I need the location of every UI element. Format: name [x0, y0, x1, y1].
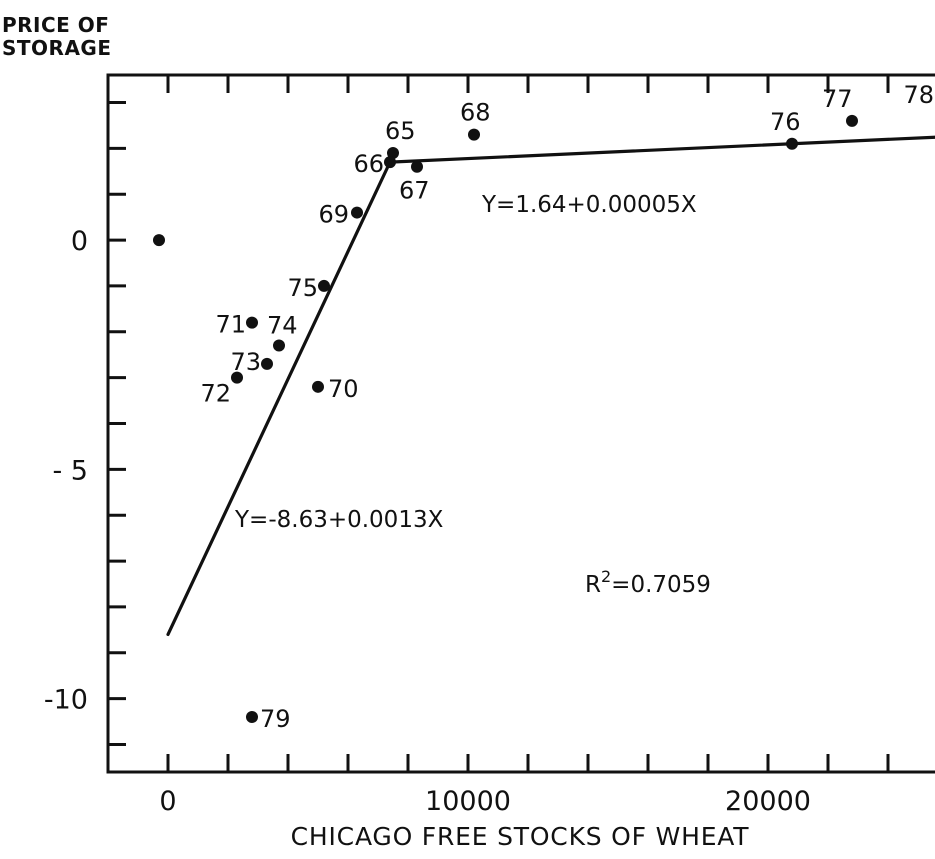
r-squared-symbol: R [585, 572, 601, 598]
fit-lines [166, 135, 935, 637]
point-label: 68 [460, 99, 491, 127]
fit-equation-lower: Y=-8.63+0.0013X [234, 507, 444, 533]
tick-marks [108, 75, 890, 772]
data-point-70: 70 [312, 375, 359, 403]
data-point-73: 73 [230, 348, 273, 376]
fit-equation-upper: Y=1.64+0.00005X [481, 192, 697, 218]
fit-line-upper [388, 135, 935, 164]
y-axis-title-line-2: STORAGE [2, 36, 112, 60]
data-point-69: 69 [318, 201, 363, 229]
data-point-78: 78 [903, 81, 934, 109]
point-marker [351, 206, 363, 219]
point-label: 69 [318, 201, 349, 229]
point-label: 73 [230, 348, 261, 376]
data-point-74: 74 [267, 312, 298, 352]
data-point-68: 68 [460, 99, 491, 141]
y-axis-title-line-1: PRICE OF [2, 13, 109, 37]
data-point-66: 66 [353, 150, 396, 178]
point-marker [312, 380, 324, 393]
data-point-79: 79 [246, 705, 291, 733]
point-label: 74 [267, 312, 298, 340]
r-squared-annotation: R2=0.7059 [585, 567, 711, 598]
data-point-71: 71 [215, 311, 258, 339]
point-label: 67 [399, 177, 430, 205]
tick-labels: 0 10000 20000 0 - 5 -10 [44, 226, 811, 817]
point-marker [246, 710, 258, 723]
point-marker [318, 279, 330, 292]
plot-frame [106, 73, 935, 774]
point-label: 66 [353, 150, 384, 178]
point-label: 78 [903, 81, 934, 109]
point-marker [387, 146, 399, 159]
fit-line-lower [166, 160, 392, 637]
point-label: 79 [260, 705, 291, 733]
point-label: 75 [287, 274, 318, 302]
point-label: 77 [822, 85, 853, 113]
x-tick-label: 0 [159, 786, 176, 817]
point-marker [468, 128, 480, 141]
r-squared-exponent: 2 [601, 567, 611, 586]
data-point-67: 67 [399, 160, 430, 205]
data-point-75: 75 [287, 274, 330, 302]
point-label: 76 [770, 108, 801, 136]
data-point-77: 77 [822, 85, 858, 127]
y-tick-label: - 5 [52, 455, 88, 486]
data-point-72: 72 [200, 371, 243, 408]
point-marker [786, 137, 798, 150]
data-point-unlabeled [153, 234, 165, 247]
x-axis-title: CHICAGO FREE STOCKS OF WHEAT [291, 822, 750, 851]
point-label: 65 [385, 117, 416, 145]
x-tick-label: 20000 [725, 786, 811, 817]
point-marker [846, 114, 858, 127]
point-label: 70 [328, 375, 359, 403]
point-marker [231, 371, 243, 384]
point-marker [261, 357, 273, 370]
point-marker [273, 339, 285, 352]
y-tick-label: -10 [44, 685, 88, 716]
point-marker [384, 156, 396, 169]
point-label: 72 [200, 380, 231, 408]
y-tick-label: 0 [71, 226, 88, 257]
x-tick-label: 10000 [425, 786, 511, 817]
r-squared-value: =0.7059 [611, 572, 711, 598]
data-point-65: 65 [385, 117, 416, 159]
data-point-76: 76 [770, 108, 801, 150]
point-marker [411, 160, 423, 173]
point-label: 71 [215, 311, 246, 339]
point-marker [246, 316, 258, 329]
point-marker [153, 234, 165, 247]
